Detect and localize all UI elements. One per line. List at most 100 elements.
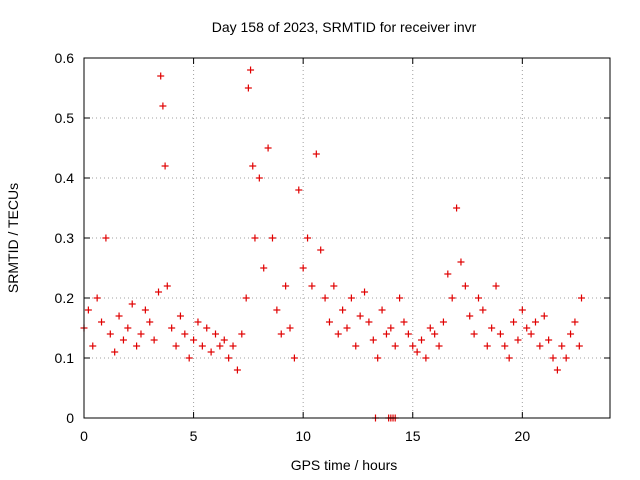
data-point	[84, 306, 92, 314]
data-point	[229, 342, 237, 350]
data-point	[238, 330, 246, 338]
data-point	[295, 186, 303, 194]
data-point	[575, 342, 583, 350]
data-point	[339, 306, 347, 314]
y-tick-label: 0.5	[55, 110, 75, 126]
data-point	[286, 324, 294, 332]
data-point	[244, 84, 252, 92]
data-point	[523, 324, 531, 332]
data-point	[413, 348, 421, 356]
data-point	[496, 330, 504, 338]
x-axis-label: GPS time / hours	[291, 457, 398, 473]
data-point	[374, 354, 382, 362]
data-point	[141, 306, 149, 314]
data-point	[299, 264, 307, 272]
data-point	[203, 324, 211, 332]
data-point	[111, 348, 119, 356]
data-point	[277, 330, 285, 338]
y-tick-label: 0.4	[55, 170, 75, 186]
data-point	[255, 174, 263, 182]
data-point	[396, 294, 404, 302]
data-point	[128, 300, 136, 308]
data-point	[475, 294, 482, 302]
data-point	[251, 234, 259, 242]
data-point	[249, 162, 257, 170]
data-point	[157, 72, 165, 80]
data-point	[247, 66, 255, 74]
data-point	[212, 330, 219, 338]
data-point	[176, 312, 184, 320]
x-tick-label: 20	[515, 428, 531, 444]
data-point	[553, 366, 561, 374]
data-point	[470, 330, 478, 338]
data-point	[198, 342, 206, 350]
data-point	[321, 294, 329, 302]
data-point	[102, 234, 110, 242]
data-point	[89, 342, 97, 350]
data-point	[220, 336, 228, 344]
data-point	[365, 318, 373, 326]
data-point	[369, 336, 377, 344]
data-point	[418, 336, 426, 344]
y-tick-label: 0.2	[55, 290, 75, 306]
data-point	[435, 342, 443, 350]
data-point	[216, 342, 224, 350]
data-point	[356, 312, 364, 320]
data-point	[325, 318, 333, 326]
data-point	[426, 324, 434, 332]
data-point	[536, 342, 544, 350]
data-point	[448, 294, 456, 302]
data-point	[578, 294, 586, 302]
y-tick-label: 0.3	[55, 230, 75, 246]
data-point	[409, 342, 417, 350]
data-point	[115, 312, 123, 320]
data-point	[444, 270, 452, 278]
data-point	[461, 282, 469, 290]
data-point	[106, 330, 114, 338]
data-point	[304, 234, 312, 242]
data-point	[571, 318, 579, 326]
data-point	[549, 354, 557, 362]
y-axis-label: SRMTID / TECUs	[5, 183, 21, 293]
data-point	[242, 294, 250, 302]
y-tick-label: 0	[66, 410, 74, 426]
data-point	[387, 324, 395, 332]
data-point	[159, 102, 167, 110]
data-points	[80, 66, 586, 422]
data-point	[181, 330, 189, 338]
data-point	[282, 282, 290, 290]
data-point	[334, 330, 342, 338]
data-point	[483, 342, 491, 350]
x-tick-label: 0	[80, 428, 88, 444]
x-tick-label: 5	[190, 428, 198, 444]
data-point	[93, 294, 101, 302]
data-point	[190, 336, 198, 344]
data-point	[378, 306, 386, 314]
data-point	[163, 282, 171, 290]
data-point	[540, 312, 548, 320]
data-point	[317, 246, 325, 254]
data-point	[431, 330, 439, 338]
data-point	[150, 336, 158, 344]
data-point	[168, 324, 176, 332]
data-point	[527, 330, 535, 338]
data-point	[439, 318, 447, 326]
data-point	[98, 318, 106, 326]
data-point	[207, 348, 215, 356]
data-point	[488, 324, 496, 332]
data-point	[133, 342, 141, 350]
data-point	[155, 288, 163, 296]
data-point	[264, 144, 272, 152]
data-point	[531, 318, 539, 326]
data-point	[308, 282, 316, 290]
data-point	[225, 354, 233, 362]
data-point	[124, 324, 132, 332]
y-tick-label: 0.6	[55, 50, 75, 66]
data-point	[260, 264, 268, 272]
data-point	[161, 162, 169, 170]
data-point	[453, 204, 461, 212]
data-point	[172, 342, 180, 350]
data-point	[567, 330, 575, 338]
data-point	[137, 330, 145, 338]
data-point	[119, 336, 127, 344]
